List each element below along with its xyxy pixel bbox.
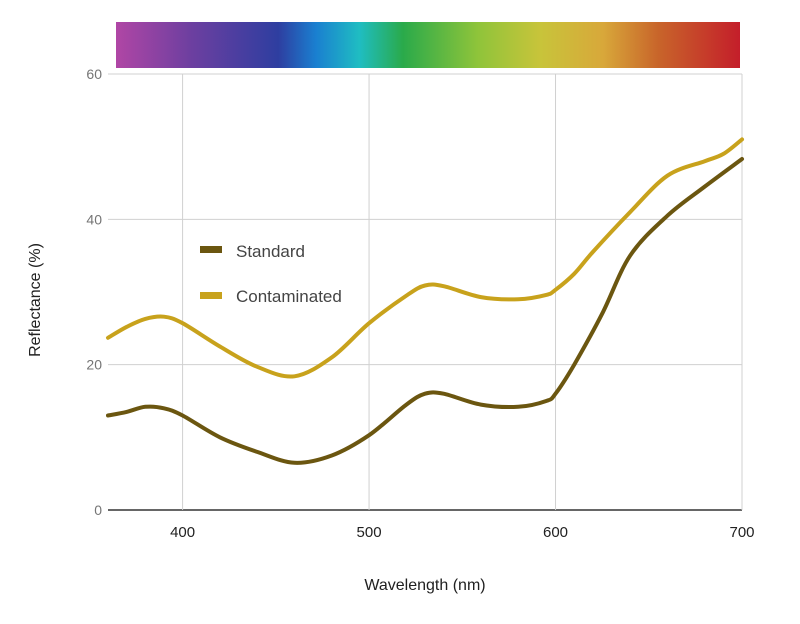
y-axis-ticks: 0 20 40 60 <box>86 66 102 518</box>
x-tick-label: 400 <box>170 524 195 541</box>
legend-swatch-contaminated <box>200 292 222 299</box>
x-axis-title: Wavelength (nm) <box>364 577 485 594</box>
legend-label-standard: Standard <box>236 242 305 261</box>
x-tick-label: 500 <box>357 524 382 541</box>
series-line-standard <box>106 157 744 465</box>
spectrum-bar <box>116 22 740 68</box>
series-lines <box>106 137 744 465</box>
y-tick-label: 60 <box>86 66 102 82</box>
legend-label-contaminated: Contaminated <box>236 287 342 306</box>
x-tick-label: 700 <box>729 524 754 541</box>
y-tick-label: 20 <box>86 357 102 373</box>
legend: Standard Contaminated <box>200 242 342 306</box>
y-tick-label: 40 <box>86 211 102 227</box>
y-tick-label: 0 <box>94 502 102 518</box>
grid-lines <box>108 73 743 511</box>
legend-swatch-standard <box>200 246 222 253</box>
x-tick-label: 600 <box>543 524 568 541</box>
series-line-contaminated <box>106 137 744 379</box>
y-axis-title: Reflectance (%) <box>27 243 44 357</box>
x-axis-ticks: 400 500 600 700 <box>170 524 754 541</box>
